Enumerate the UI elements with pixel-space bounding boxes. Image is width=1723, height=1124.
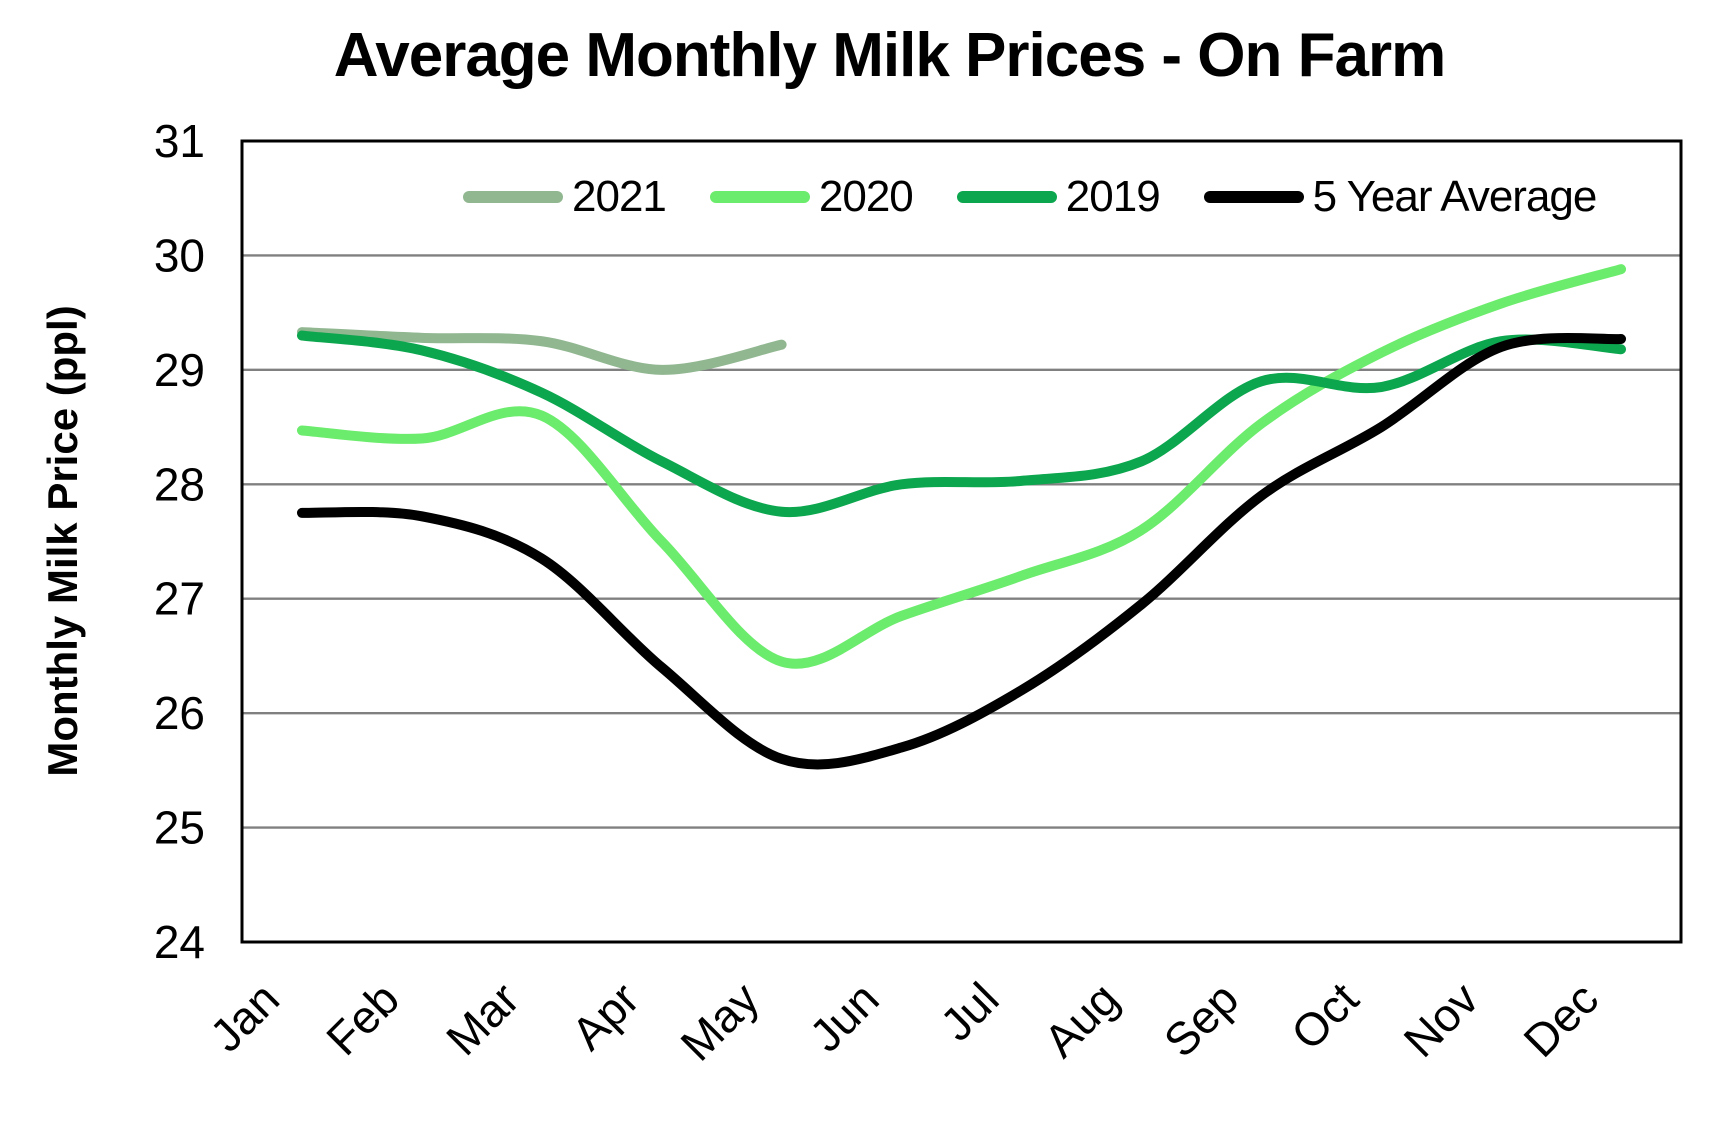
- legend-item-5-year-average: 5 Year Average: [1203, 172, 1598, 222]
- legend-item-2020: 2020: [709, 172, 914, 222]
- chart-title: Average Monthly Milk Prices - On Farm: [333, 21, 1446, 90]
- series-line-2020: [296, 264, 1627, 669]
- y-tick-label-26: 26: [154, 687, 205, 739]
- legend-label-5-year-average: 5 Year Average: [1312, 172, 1598, 221]
- legend-label-2021: 2021: [572, 172, 667, 221]
- series-line-2019: [296, 330, 1627, 518]
- y-tick-label-30: 30: [154, 229, 205, 281]
- x-tick-label-jun: Jun: [799, 972, 888, 1061]
- series-line-2021: [296, 327, 787, 375]
- x-tick-label-dec: Dec: [1513, 972, 1608, 1067]
- legend-swatch-5-year-average: [1203, 191, 1304, 203]
- x-tick-label-aug: Aug: [1034, 972, 1129, 1067]
- legend: 2021 2020 2019 5 Year Average: [463, 172, 1598, 222]
- plot-frame: [240, 139, 1683, 944]
- x-tick-label-nov: Nov: [1394, 972, 1489, 1067]
- y-tick-label-27: 27: [154, 573, 205, 625]
- legend-swatch-2020: [709, 191, 810, 203]
- x-tick-label-feb: Feb: [316, 972, 409, 1065]
- legend-item-2019: 2019: [956, 172, 1161, 222]
- x-tick-label-mar: Mar: [436, 972, 529, 1065]
- y-tick-label-25: 25: [154, 802, 205, 854]
- y-tick-label-24: 24: [154, 916, 205, 968]
- x-tick-label-jul: Jul: [930, 972, 1008, 1050]
- legend-item-2021: 2021: [463, 172, 667, 222]
- x-tick-label-oct: Oct: [1281, 972, 1369, 1060]
- legend-label-2020: 2020: [818, 172, 914, 221]
- legend-swatch-2019: [956, 191, 1057, 203]
- y-tick-label-29: 29: [154, 344, 205, 396]
- legend-swatch-2021: [463, 191, 563, 203]
- x-tick-label-apr: Apr: [561, 972, 648, 1059]
- x-tick-label-sep: Sep: [1154, 972, 1249, 1067]
- y-tick-label-28: 28: [154, 458, 205, 510]
- x-tick-label-may: May: [670, 972, 768, 1070]
- x-tick-label-jan: Jan: [200, 972, 289, 1061]
- series-line-5-year-average: [296, 332, 1627, 770]
- legend-label-2019: 2019: [1065, 172, 1161, 221]
- y-tick-label-31: 31: [154, 115, 205, 167]
- y-axis-title: Monthly Milk Price (ppl): [39, 305, 86, 776]
